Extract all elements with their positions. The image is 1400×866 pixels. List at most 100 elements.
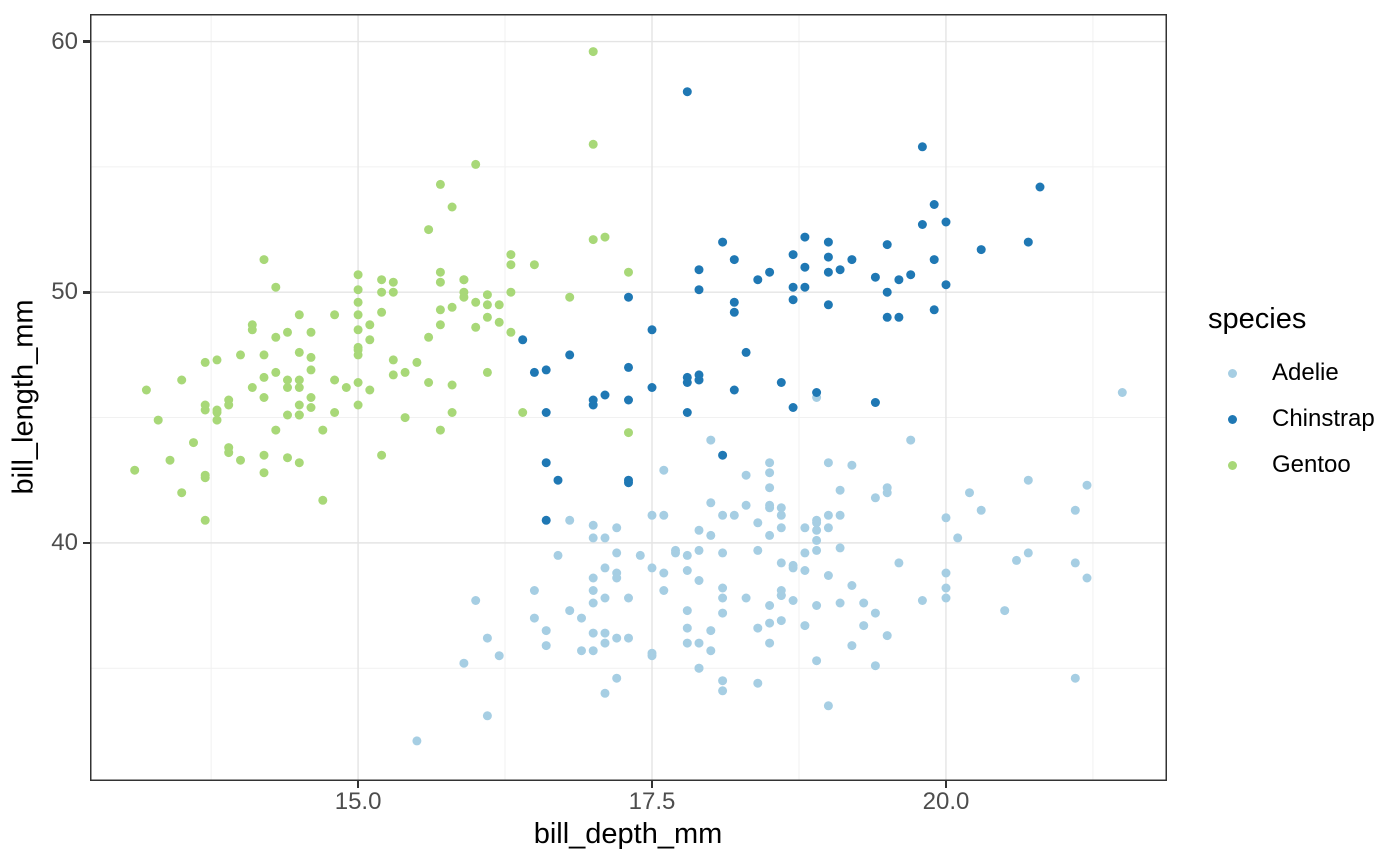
data-point-adelie (600, 563, 610, 573)
data-point-chinstrap (541, 458, 551, 468)
data-point-gentoo (353, 285, 363, 295)
data-point-gentoo (330, 310, 340, 320)
data-point-adelie (541, 626, 551, 636)
data-point-gentoo (353, 378, 363, 387)
data-point-adelie (529, 613, 539, 623)
data-point-gentoo (624, 267, 633, 277)
data-point-adelie (741, 593, 751, 603)
data-point-gentoo (306, 352, 316, 362)
data-point-chinstrap (647, 325, 657, 335)
data-point-adelie (765, 530, 775, 540)
data-point-gentoo (388, 370, 398, 380)
data-point-adelie (600, 688, 610, 698)
data-point-chinstrap (870, 272, 880, 282)
data-point-adelie (694, 638, 704, 648)
data-point-chinstrap (882, 312, 892, 322)
data-point-gentoo (294, 383, 304, 392)
data-point-adelie (788, 563, 798, 573)
data-point-adelie (600, 593, 610, 603)
data-point-adelie (870, 493, 880, 503)
data-point-adelie (765, 468, 775, 478)
legend-item-adelie: Adelie (1208, 350, 1375, 396)
data-point-chinstrap (718, 237, 728, 247)
data-point-adelie (718, 676, 728, 686)
data-point-adelie (682, 623, 692, 633)
data-point-adelie (941, 593, 951, 603)
data-point-adelie (577, 613, 586, 623)
data-point-gentoo (388, 355, 398, 365)
data-point-gentoo (283, 327, 292, 337)
data-point-chinstrap (541, 515, 551, 525)
data-point-adelie (529, 586, 539, 595)
data-point-gentoo (247, 383, 257, 392)
data-point-gentoo (200, 515, 210, 525)
data-point-gentoo (330, 375, 340, 385)
y-tick-mark (83, 291, 90, 294)
data-point-gentoo (506, 327, 516, 337)
data-point-gentoo (259, 350, 269, 360)
data-point-adelie (917, 596, 927, 605)
data-point-adelie (412, 736, 422, 746)
data-point-adelie (718, 593, 728, 603)
data-point-adelie (765, 500, 775, 510)
data-point-gentoo (306, 393, 316, 402)
y-tick-mark (83, 40, 90, 43)
data-point-adelie (682, 550, 692, 560)
data-point-chinstrap (800, 232, 810, 242)
data-point-adelie (765, 638, 775, 648)
data-point-gentoo (447, 302, 457, 312)
data-point-adelie (541, 641, 551, 651)
data-point-chinstrap (529, 367, 539, 377)
data-point-gentoo (294, 347, 304, 357)
legend-item-chinstrap: Chinstrap (1208, 396, 1375, 442)
data-point-adelie (553, 550, 563, 560)
data-point-adelie (565, 606, 575, 616)
data-point-chinstrap (812, 388, 822, 397)
data-point-gentoo (353, 350, 363, 360)
data-point-adelie (694, 576, 704, 585)
data-point-adelie (647, 648, 657, 658)
data-point-gentoo (271, 425, 281, 435)
legend-key-adelie (1220, 368, 1244, 378)
data-point-adelie (894, 558, 904, 568)
data-point-adelie (800, 621, 810, 631)
data-point-chinstrap (941, 280, 951, 290)
data-point-gentoo (247, 325, 257, 335)
data-point-gentoo (482, 290, 492, 300)
data-point-gentoo (353, 310, 363, 320)
data-point-adelie (718, 510, 728, 520)
data-point-adelie (624, 593, 633, 603)
data-point-adelie (800, 566, 810, 575)
data-point-adelie (718, 548, 728, 558)
data-point-gentoo (224, 443, 234, 453)
data-point-adelie (612, 633, 622, 643)
data-point-gentoo (306, 327, 316, 337)
data-point-gentoo (388, 277, 398, 287)
data-point-gentoo (588, 47, 598, 57)
legend-item-label: Gentoo (1272, 451, 1351, 478)
plot-panel (90, 14, 1167, 781)
data-point-adelie (882, 483, 892, 493)
data-point-adelie (800, 523, 810, 533)
data-point-adelie (765, 601, 775, 610)
data-point-chinstrap (788, 282, 798, 292)
data-point-adelie (953, 533, 963, 543)
data-point-chinstrap (941, 217, 951, 227)
data-point-adelie (588, 646, 598, 656)
data-point-adelie (1070, 505, 1080, 515)
data-point-adelie (823, 523, 833, 533)
data-point-adelie (482, 633, 492, 643)
data-point-adelie (671, 545, 680, 555)
data-point-chinstrap (682, 378, 692, 387)
data-point-gentoo (377, 307, 387, 317)
x-tick-mark (944, 781, 948, 788)
data-point-chinstrap (929, 200, 939, 209)
data-point-chinstrap (823, 237, 833, 247)
data-point-gentoo (318, 425, 328, 435)
data-point-adelie (600, 628, 610, 638)
data-point-gentoo (412, 357, 422, 367)
data-point-chinstrap (847, 255, 857, 265)
data-point-gentoo (400, 367, 410, 377)
data-point-gentoo (189, 438, 198, 448)
